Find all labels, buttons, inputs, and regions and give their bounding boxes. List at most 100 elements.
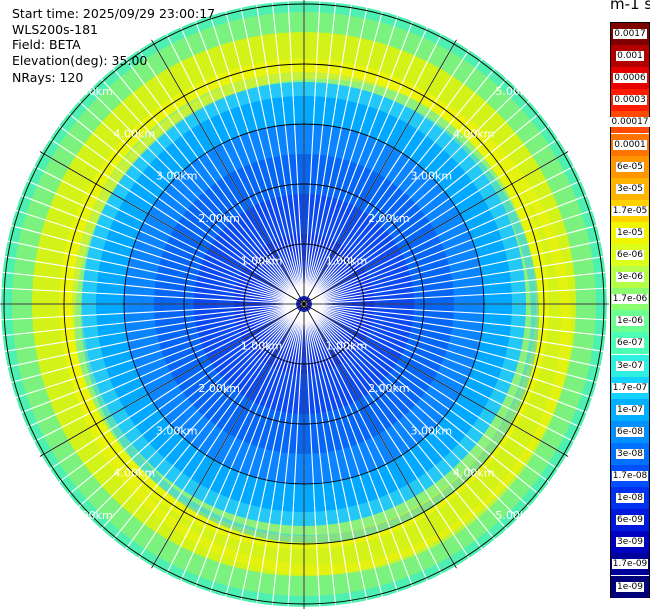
range-label: 3.00km [410, 170, 452, 183]
ray-line [309, 308, 532, 509]
ray-line [305, 311, 399, 595]
colorbar-tick-label: 1e-09 [616, 581, 644, 592]
ray-line [287, 1, 305, 297]
colorbar-segment: 6e-07 [611, 332, 649, 355]
ray-line [2, 255, 297, 304]
colorbar-tick-label: 1.7e-09 [611, 559, 649, 570]
range-band [81, 85, 539, 543]
azimuth-spoke [151, 303, 305, 569]
ray-line [13, 209, 297, 303]
range-label: 2.00km [368, 212, 410, 225]
ray-line [2, 304, 297, 353]
ray-line [311, 179, 583, 302]
ray-line [1, 304, 297, 337]
colorbar-segment: 1.7e-08 [611, 465, 649, 488]
ray-line [308, 309, 509, 532]
colorbar-segment: 6e-09 [611, 509, 649, 532]
range-label: 3.00km [410, 424, 452, 437]
ray-line [307, 31, 443, 298]
ray-line [307, 47, 471, 298]
ray-line [240, 311, 303, 603]
range-label: 1.00km [326, 255, 368, 268]
ray-line [309, 87, 521, 299]
ray-line [224, 311, 303, 599]
colorbar-tick-label: 1.7e-06 [611, 294, 649, 305]
ray-line [56, 308, 298, 484]
ray-line [308, 76, 509, 299]
ray-line [311, 255, 606, 304]
colorbar-tick-label: 3e-05 [616, 183, 644, 194]
ray-line [209, 311, 303, 595]
colorbar-tick-label: 3e-09 [616, 537, 644, 548]
ray-line [305, 311, 384, 599]
range-label: 4.00km [114, 467, 156, 480]
colorbar-segment: 3e-06 [611, 266, 649, 289]
field-label: Field: BETA [12, 37, 81, 52]
colorbar-tick-label: 0.0003 [613, 95, 647, 106]
ray-line [304, 311, 337, 607]
ray-line [271, 311, 304, 607]
ray-line [9, 224, 297, 303]
ray-line [66, 111, 299, 300]
range-label: 2.00km [198, 212, 240, 225]
start-time-label: Start time: 2025/09/29 23:00:17 [12, 6, 216, 21]
azimuth-spoke [303, 303, 457, 569]
range-label: 3.00km [156, 424, 198, 437]
colorbar-tick-label: 0.0017 [613, 29, 647, 40]
ray-line [311, 305, 595, 399]
colorbar-segment: 1e-09 [611, 575, 649, 598]
colorbar-segment: 0.00017 [610, 111, 650, 134]
colorbar-tick-label: 3e-06 [616, 272, 644, 283]
ray-line [306, 311, 429, 583]
colorbar-segment: 1.7e-09 [611, 553, 649, 576]
ray-line [25, 306, 297, 429]
colorbar-segment: 3e-09 [611, 531, 649, 554]
ray-line [179, 311, 302, 583]
nrays-label: NRays: 120 [12, 70, 84, 85]
ray-line [179, 25, 302, 297]
azimuth-spoke [303, 151, 569, 305]
ray-line [287, 311, 305, 607]
colorbar-tick-label: 1e-05 [616, 227, 644, 238]
colorbar: 0.0017 0.001 0.0006 0.0003 0.00017 0.0001 6e-0… [610, 22, 650, 598]
ray-line [111, 66, 300, 299]
ray-line [304, 311, 353, 606]
ray-line [165, 310, 301, 577]
ray-line [165, 31, 301, 298]
ray-line [309, 111, 542, 300]
colorbar-tick-label: 6e-05 [616, 161, 644, 172]
range-label: 1.00km [241, 255, 283, 268]
colorbar-tick-label: 6e-09 [616, 515, 644, 526]
colorbar-segment: 1e-08 [611, 487, 649, 510]
ray-line [209, 13, 303, 297]
ray-line [304, 2, 353, 297]
colorbar-tick-label: 3e-07 [616, 360, 644, 371]
ray-line [137, 47, 301, 298]
ray-line [5, 305, 297, 368]
ray-line [56, 124, 298, 300]
instrument-label: WLS200s-181 [12, 22, 98, 37]
colorbar-tick-label: 0.0006 [613, 73, 647, 84]
colorbar-tick-label: 6e-07 [616, 338, 644, 349]
colorbar-segment: 1.7e-06 [611, 288, 649, 311]
colorbar-tick-label: 0.001 [616, 51, 644, 62]
ray-line [306, 19, 414, 297]
ray-line [308, 66, 497, 299]
ray-line [13, 305, 297, 399]
elevation-label: Elevation(deg): 35.00 [12, 53, 148, 68]
colorbar-tick-label: 0.00017 [610, 117, 650, 128]
ray-line [311, 194, 589, 302]
ray-line [310, 307, 577, 443]
ray-line [124, 56, 300, 298]
ray-line [304, 1, 337, 297]
colorbar-tick-label: 1e-07 [616, 404, 644, 415]
colorbar-tick-label: 1.7e-05 [611, 205, 649, 216]
ray-line [310, 165, 577, 301]
azimuth-spoke [303, 39, 457, 305]
range-label: 5.00km [495, 509, 537, 522]
range-label: 5.00km [71, 85, 113, 98]
colorbar-segment: 3e-05 [611, 177, 649, 200]
ray-line [5, 240, 297, 303]
ray-line [311, 304, 606, 353]
ray-line [194, 19, 302, 297]
